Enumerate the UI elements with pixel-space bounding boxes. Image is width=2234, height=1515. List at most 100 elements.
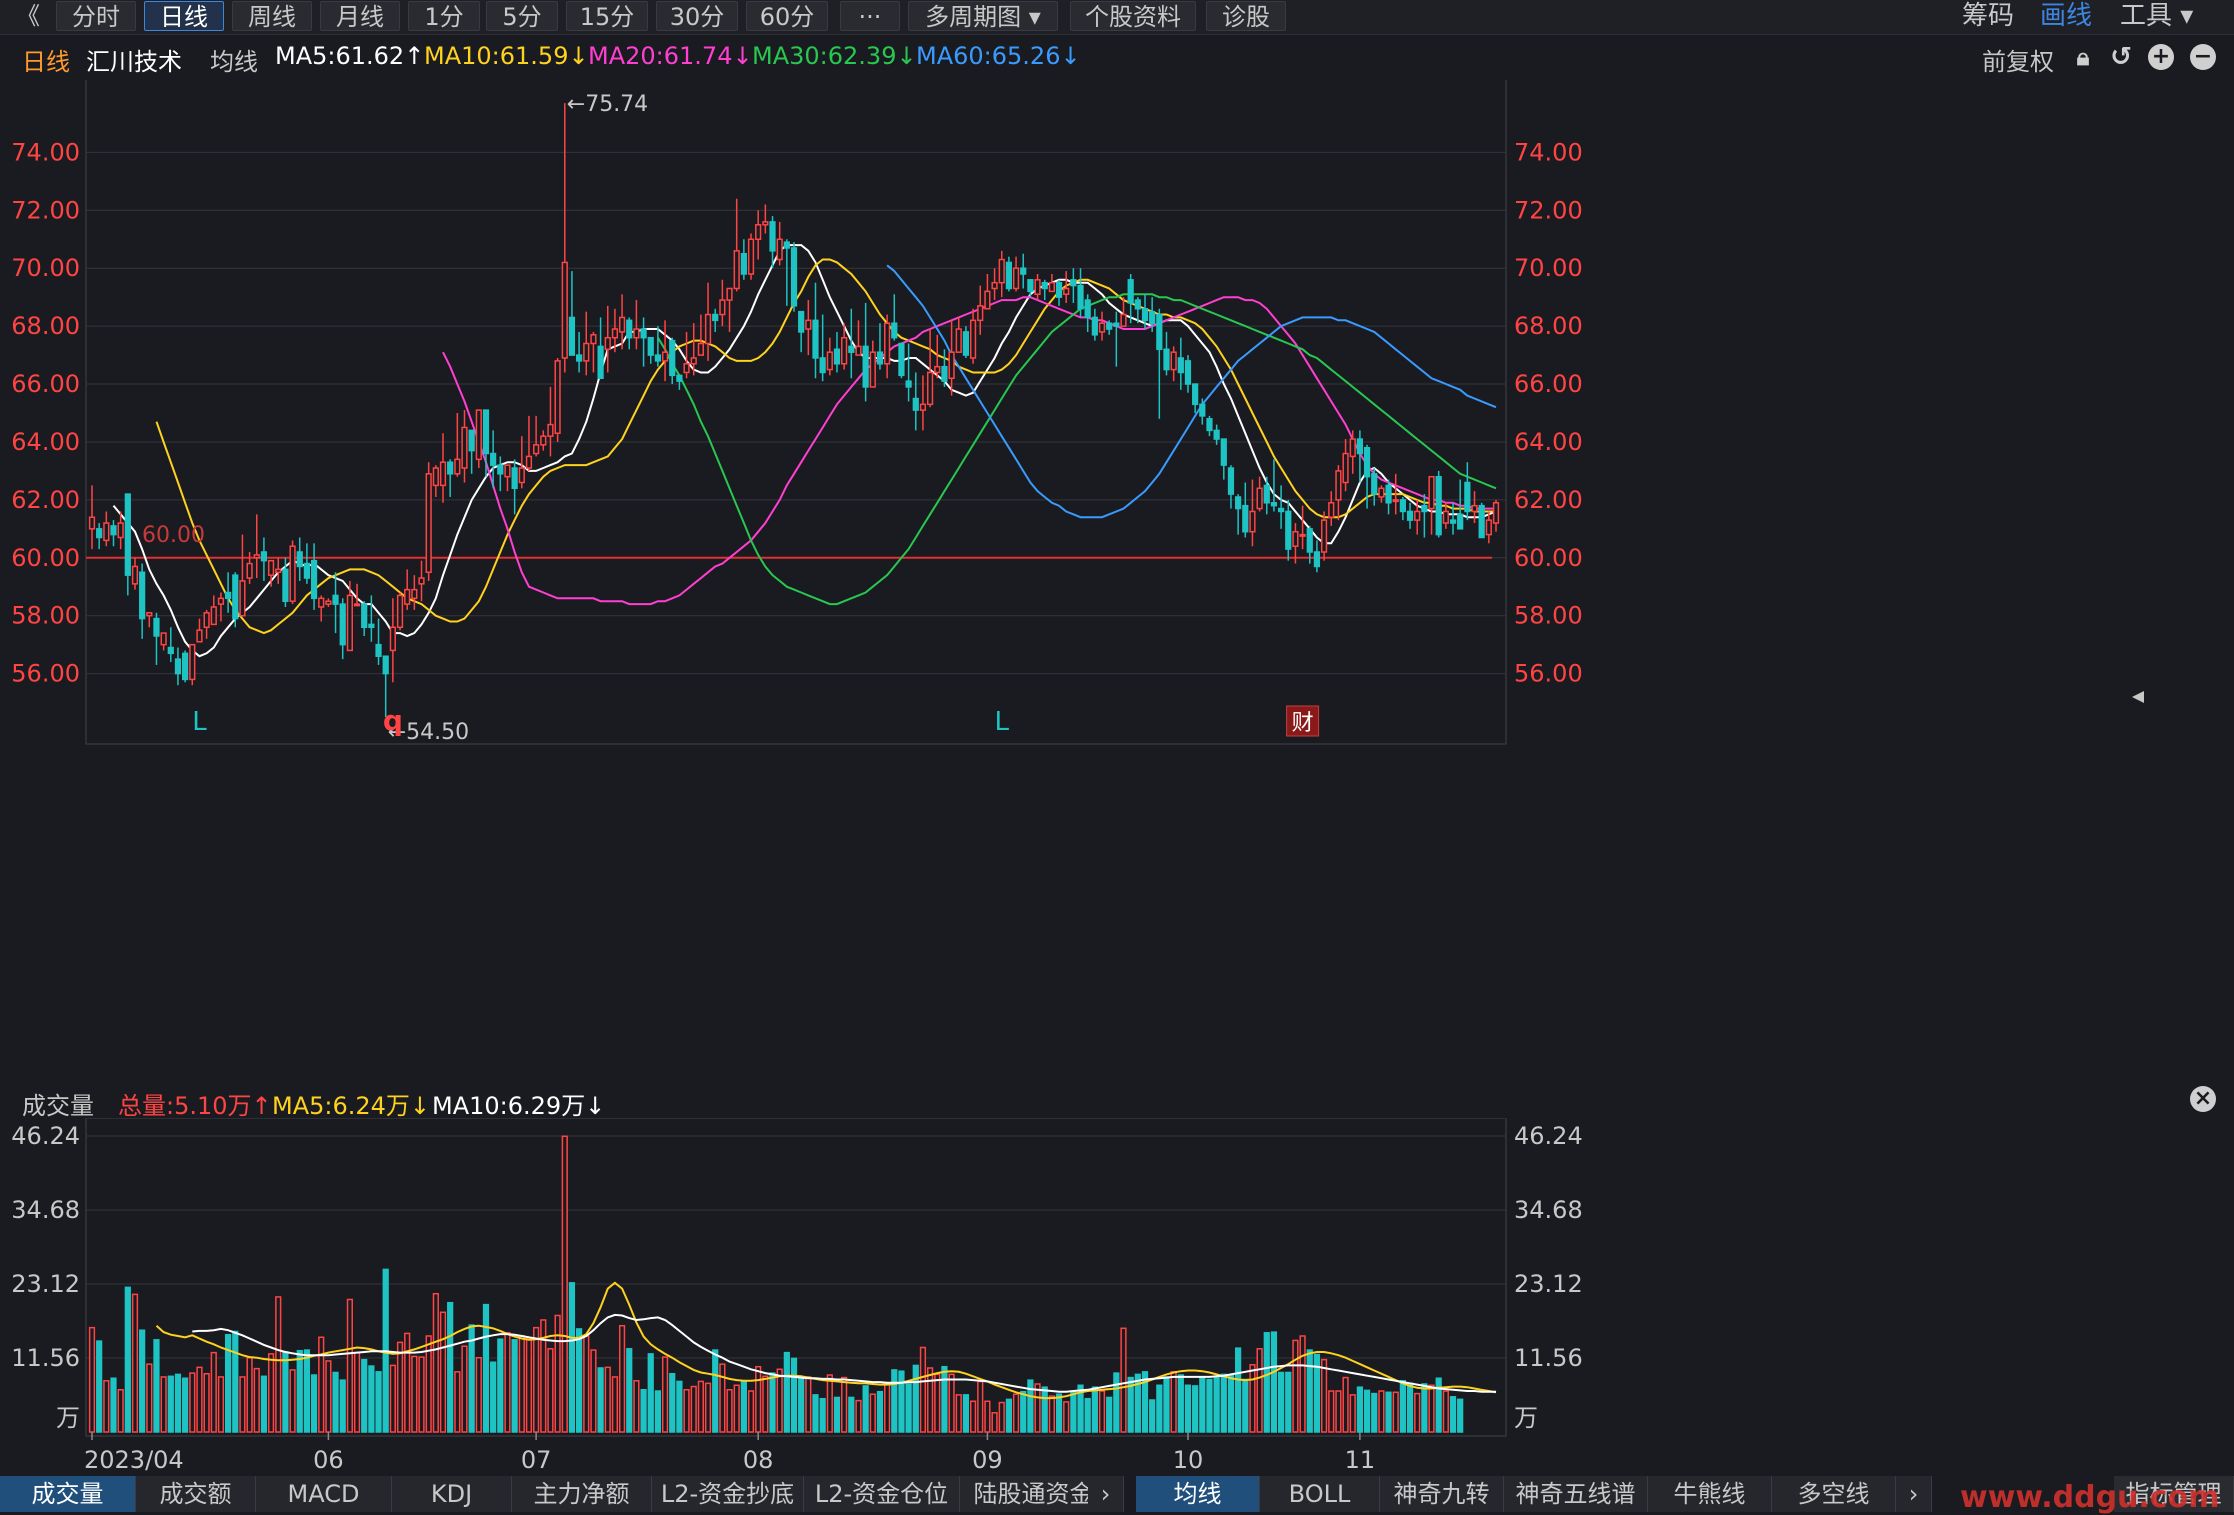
candle-down — [1277, 507, 1285, 513]
volume-bar — [239, 1376, 246, 1433]
volume-bar — [468, 1324, 475, 1433]
candle-up — [160, 632, 167, 646]
volume-bar — [1027, 1379, 1034, 1433]
volume-bar — [676, 1380, 683, 1433]
volume-bar — [1199, 1376, 1206, 1433]
volume-bar — [1385, 1391, 1392, 1433]
overlay-tab[interactable]: 多空线 — [1772, 1476, 1896, 1512]
candle-down — [769, 221, 776, 252]
candle-up — [998, 258, 1005, 284]
indicator-tab[interactable]: MACD — [256, 1476, 392, 1512]
candle-down — [1363, 446, 1371, 478]
multi-period-dropdown[interactable]: 多周期图 ▾ — [908, 1, 1058, 31]
overlay-tab[interactable]: 神奇九转 — [1380, 1476, 1504, 1512]
indicator-tab[interactable]: 主力净额 — [512, 1476, 652, 1512]
indicator-manage-button[interactable]: 指标管理 — [2114, 1476, 2234, 1512]
volume-bar — [1012, 1393, 1020, 1433]
candle-down — [597, 345, 604, 380]
volume-ma5: MA5:6.24万↓ — [272, 1092, 431, 1120]
volume-bar — [139, 1329, 146, 1433]
candlestick-chart[interactable]: 74.00 72.00 70.00 68.00 66.00 64.00 62.00 60.00… — [0, 80, 2234, 1060]
right-price-axis: 74.00 72.00 70.00 68.00 66.00 64.00 62.00 60.00… — [1514, 138, 1583, 687]
volume-bar — [1149, 1399, 1156, 1433]
volume-ma-line-ma10 — [192, 1313, 1496, 1393]
volume-bar — [1299, 1335, 1306, 1433]
tab-fenshi[interactable]: 分时 — [56, 1, 136, 31]
price-tick-label: 64.00 — [11, 428, 80, 456]
indicator-tab[interactable]: L2-资金抄底 — [652, 1476, 804, 1512]
candle-down — [891, 322, 898, 339]
indicator-tab[interactable]: L2-资金仓位 — [804, 1476, 960, 1512]
candle-down — [497, 464, 504, 475]
candle-up — [733, 250, 740, 290]
candle-up — [1048, 281, 1055, 293]
indicator-tab[interactable]: 成交额 — [136, 1476, 256, 1512]
next-tabs-chevron-icon[interactable]: › — [1896, 1476, 1932, 1512]
close-icon[interactable]: × — [2190, 1086, 2216, 1112]
volume-bar — [310, 1374, 318, 1433]
volume-bar — [1335, 1390, 1342, 1433]
candle-up — [1328, 502, 1335, 518]
volume-bar — [1270, 1331, 1278, 1433]
candle-up — [805, 319, 812, 330]
volume-bar — [1005, 1398, 1013, 1433]
candle-up — [1414, 510, 1421, 521]
volume-bar — [124, 1286, 131, 1433]
tools-dropdown[interactable]: 工具 ▾ — [2120, 1, 2194, 31]
candle-up — [1249, 510, 1256, 533]
tab-stock-profile[interactable]: 个股资料 — [1070, 1, 1196, 31]
indicator-tab[interactable]: 陆股通资金 — [960, 1476, 1108, 1512]
tab-5min[interactable]: 5分 — [486, 1, 558, 31]
tab-15min[interactable]: 15分 — [566, 1, 648, 31]
lock-icon[interactable]: 🔒︎ — [2076, 43, 2090, 71]
indicator-tab[interactable]: 成交量 — [0, 1476, 136, 1512]
candle-down — [1070, 279, 1077, 287]
volume-bar — [1020, 1390, 1027, 1433]
zoom-out-icon[interactable]: − — [2190, 44, 2216, 70]
volume-chart[interactable]: 46.24 34.68 23.12 11.56 万 46.24 34.68 23.12 11.… — [0, 1118, 2234, 1476]
undo-icon[interactable]: ↺ — [2110, 42, 2132, 72]
candle-down — [626, 319, 633, 339]
volume-bar — [504, 1332, 511, 1433]
candle-up — [439, 461, 447, 487]
volume-bar — [941, 1365, 948, 1433]
back-icon[interactable]: 《 — [16, 2, 40, 30]
candle-down — [862, 345, 869, 388]
tab-1min[interactable]: 1分 — [408, 1, 480, 31]
volume-bar — [876, 1390, 884, 1433]
tab-diagnosis[interactable]: 诊股 — [1206, 1, 1286, 31]
zoom-in-icon[interactable]: + — [2148, 44, 2174, 70]
indicator-tab[interactable]: KDJ — [392, 1476, 512, 1512]
tab-daily[interactable]: 日线 — [144, 1, 224, 31]
candle-up — [425, 473, 432, 574]
candle-up — [318, 597, 325, 608]
candle-down — [482, 409, 490, 455]
adjust-mode[interactable]: 前复权 — [1982, 48, 2054, 76]
ma-label[interactable]: 均线 — [210, 48, 258, 76]
chips-button[interactable]: 筹码 — [1962, 1, 2015, 31]
more-icon[interactable]: ··· — [840, 1, 900, 31]
volume-bar — [88, 1326, 96, 1433]
candle-up — [762, 221, 769, 226]
volume-bar — [160, 1376, 167, 1433]
tab-weekly[interactable]: 周线 — [232, 1, 312, 31]
volume-bar — [439, 1311, 447, 1433]
ma5-value: MA5:61.62↑ — [275, 42, 425, 70]
candle-down — [1464, 481, 1471, 513]
candle-down — [1106, 322, 1113, 330]
volume-bar — [1378, 1390, 1385, 1433]
overlay-tab[interactable]: 神奇五线谱 — [1504, 1476, 1648, 1512]
draw-line-button[interactable]: 画线 — [2040, 1, 2093, 31]
volume-bar — [991, 1412, 998, 1433]
overlay-tab[interactable]: BOLL — [1260, 1476, 1380, 1512]
tab-60min[interactable]: 60分 — [746, 1, 828, 31]
overlay-tab[interactable]: 均线 — [1136, 1476, 1260, 1512]
prev-tabs-chevron-icon[interactable]: › — [1088, 1476, 1124, 1512]
volume-bar — [282, 1351, 289, 1433]
volume-title[interactable]: 成交量 — [22, 1092, 94, 1120]
candle-up — [697, 342, 704, 356]
volume-bar — [346, 1298, 353, 1433]
tab-30min[interactable]: 30分 — [656, 1, 738, 31]
overlay-tab[interactable]: 牛熊线 — [1648, 1476, 1772, 1512]
tab-monthly[interactable]: 月线 — [320, 1, 400, 31]
